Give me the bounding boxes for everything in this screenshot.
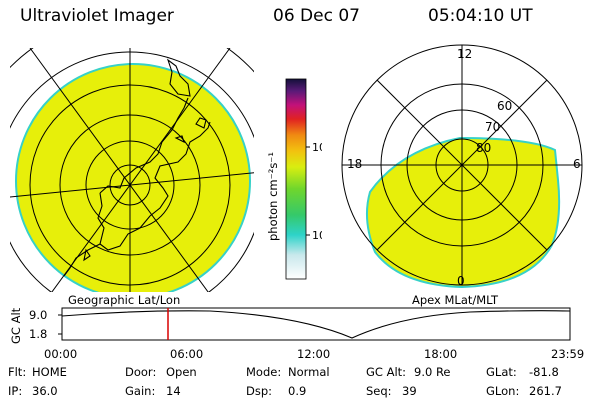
time-tick-0000: 00:00 [44,347,78,361]
mlt-label-6: 6 [573,157,581,171]
status-gain-label: Gain: [125,384,156,398]
status-glat-label: GLat: [486,365,517,379]
status-seq-label: Seq: [366,384,392,398]
mlat-label-80: 80 [476,141,491,155]
status-mode-label: Mode: [246,365,282,379]
mlat-label-70: 70 [485,120,500,134]
mlt-label-18: 18 [347,157,362,171]
status-dsp-value: 0.9 [288,384,307,398]
date-label: 06 Dec 07 [273,6,360,26]
status-mode-value: Normal [288,365,330,379]
status-glat-value: -81.8 [529,365,559,379]
colorbar-tick-100: 100 [312,141,322,154]
colorbar-gradient [285,78,307,280]
instrument-title: Ultraviolet Imager [20,6,174,26]
status-gain-value: 14 [166,384,181,398]
status-gcalt-value: 9.0 Re [414,365,451,379]
mlt-label-12: 12 [457,47,472,61]
time-tick-2359: 23:59 [551,347,585,361]
colorbar-tick-10: 10 [312,229,322,242]
mlat-label-60: 60 [497,99,512,113]
time-tick-0600: 06:00 [170,347,204,361]
status-flt-label: Flt: [8,365,27,379]
altitude-curve [61,310,571,339]
apex-polar-plot: 12 18 6 60 70 80 0 [341,44,583,289]
status-dsp-label: Dsp: [246,384,273,398]
time-label: 05:04:10 UT [428,6,533,26]
status-seq-value: 39 [402,384,417,398]
status-ip-label: IP: [8,384,23,398]
alt-tick-1-8: 1.8 [29,327,47,341]
status-door-value: Open [166,365,197,379]
mlt-label-0: 0 [457,274,465,288]
time-tick-1200: 12:00 [297,347,331,361]
geo-image-disk [15,63,251,292]
status-glon-value: 261.7 [529,384,562,398]
status-ip-value: 36.0 [32,384,58,398]
coastline [63,58,211,277]
apex-panel-caption: Apex MLat/MLT [412,293,499,307]
time-tick-1800: 18:00 [424,347,458,361]
status-gcalt-label: GC Alt: [366,365,407,379]
geographic-map [10,48,254,292]
alt-tick-9: 9.0 [29,308,47,322]
altitude-plot: 9.0 1.8 GC Alt [9,307,571,344]
status-glon-label: GLon: [486,384,520,398]
alt-axis-label: GC Alt [9,307,23,344]
geo-panel-caption: Geographic Lat/Lon [68,293,181,307]
colorbar-unit-label: photon cm⁻²s⁻¹ [266,152,280,241]
colorbar: 100 10 photon cm⁻²s⁻¹ [266,78,322,280]
status-flt-value: HOME [32,365,67,379]
status-door-label: Door: [125,365,157,379]
